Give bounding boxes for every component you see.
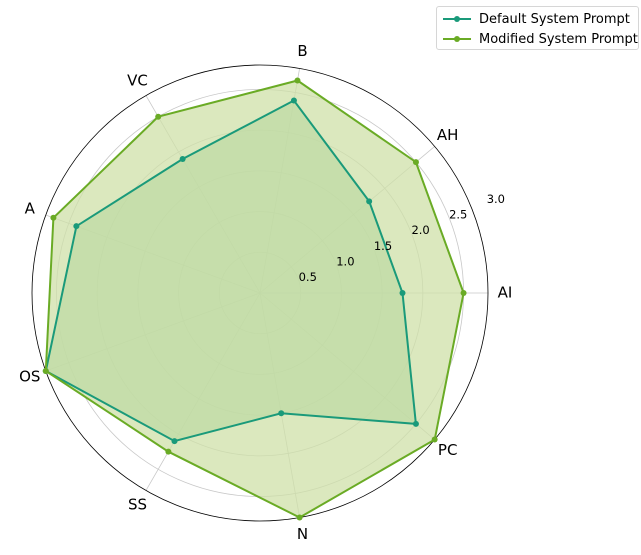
axis-label-pc: PC bbox=[438, 441, 458, 459]
data-point bbox=[43, 368, 49, 374]
legend-item-default: Default System Prompt bbox=[443, 9, 630, 29]
data-point bbox=[297, 515, 303, 521]
data-point bbox=[413, 421, 419, 427]
data-point bbox=[413, 159, 419, 165]
legend: Default System Prompt Modified System Pr… bbox=[436, 6, 639, 50]
legend-swatch-modified bbox=[443, 33, 471, 45]
data-point bbox=[50, 215, 56, 221]
axis-label-os: OS bbox=[19, 367, 40, 385]
legend-label-modified: Modified System Prompt bbox=[479, 32, 638, 47]
axis-label-ah: AH bbox=[437, 126, 459, 144]
radial-tick-label: 2.5 bbox=[449, 208, 467, 222]
data-point bbox=[400, 290, 406, 296]
radial-tick-label: 3.0 bbox=[487, 192, 505, 206]
data-point bbox=[294, 77, 300, 83]
radial-tick-label: 0.5 bbox=[299, 270, 317, 284]
data-point bbox=[165, 449, 171, 455]
radial-tick-label: 2.0 bbox=[411, 223, 429, 237]
axis-label-vc: VC bbox=[127, 71, 148, 89]
data-point bbox=[366, 198, 372, 204]
data-point bbox=[172, 438, 178, 444]
legend-item-modified: Modified System Prompt bbox=[443, 29, 638, 49]
legend-swatch-default bbox=[443, 13, 471, 25]
axis-label-b: B bbox=[297, 42, 307, 60]
data-point bbox=[180, 156, 186, 162]
data-point bbox=[73, 223, 79, 229]
axis-label-ss: SS bbox=[128, 496, 147, 514]
data-point bbox=[155, 114, 161, 120]
radial-tick-label: 1.0 bbox=[336, 254, 354, 268]
radial-tick-label: 1.5 bbox=[374, 239, 392, 253]
legend-label-default: Default System Prompt bbox=[479, 12, 630, 27]
data-point bbox=[278, 410, 284, 416]
data-point bbox=[432, 437, 438, 443]
data-point bbox=[461, 290, 467, 296]
axis-label-ai: AI bbox=[498, 284, 513, 302]
axis-label-a: A bbox=[25, 200, 36, 218]
data-point bbox=[291, 98, 297, 104]
axis-label-n: N bbox=[297, 525, 308, 543]
